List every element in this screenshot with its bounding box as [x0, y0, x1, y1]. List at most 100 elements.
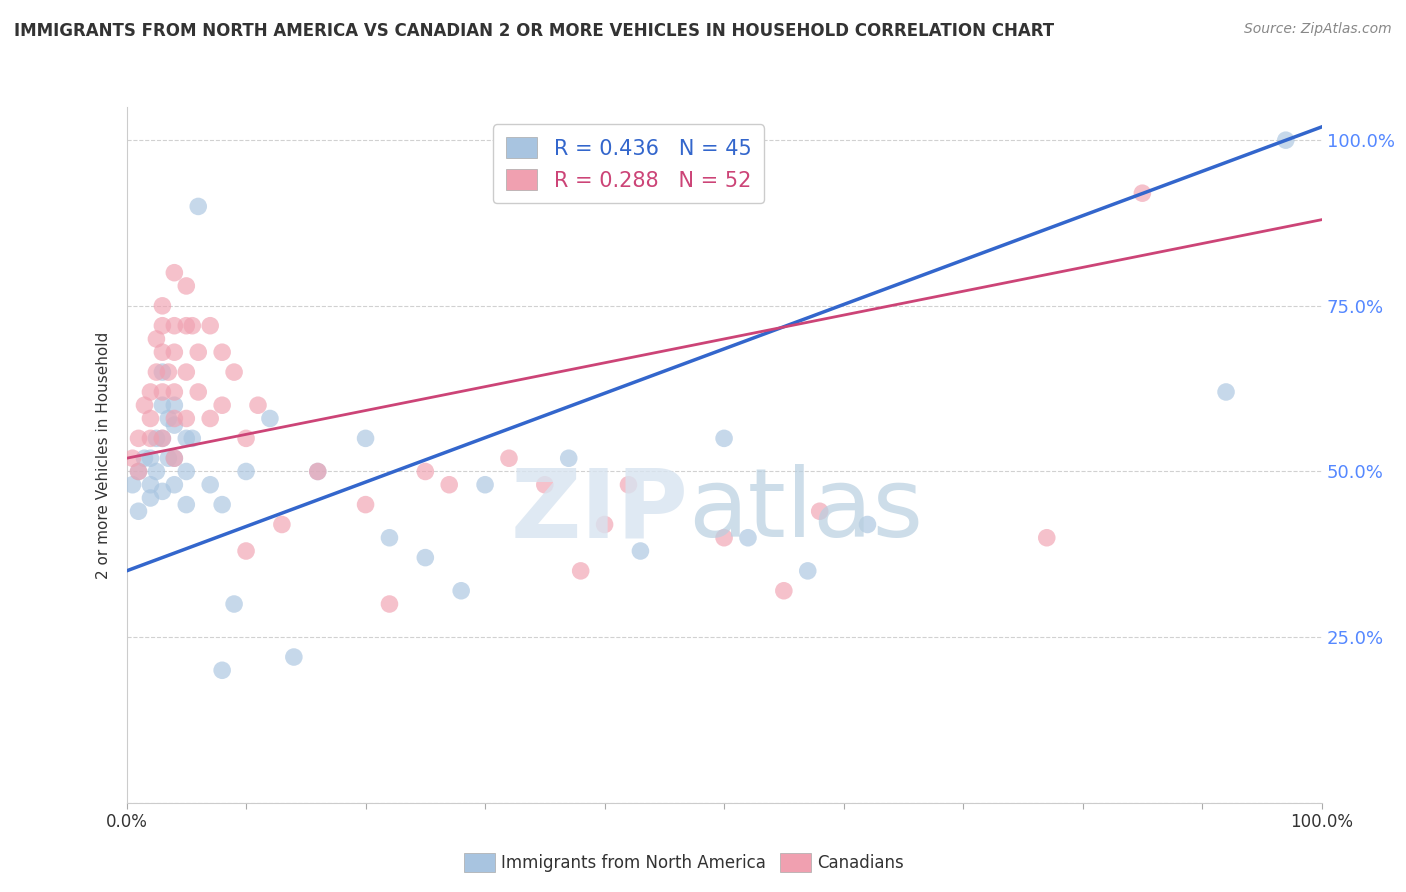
Point [163, 398, 186, 412]
Point [211, 663, 233, 677]
Point [150, 365, 174, 379]
Point [378, 531, 401, 545]
Point [211, 498, 233, 512]
Point [222, 597, 246, 611]
Text: Source: ZipAtlas.com: Source: ZipAtlas.com [1244, 22, 1392, 37]
Point [139, 477, 162, 491]
Point [157, 365, 180, 379]
Point [150, 484, 174, 499]
Point [378, 597, 401, 611]
Point [796, 564, 818, 578]
Point [174, 279, 197, 293]
Point [163, 451, 186, 466]
Point [354, 498, 377, 512]
Point [235, 544, 257, 558]
Point [200, 411, 222, 425]
Point [259, 411, 281, 425]
Point [307, 465, 329, 479]
Point [150, 345, 174, 359]
Point [856, 517, 879, 532]
Point [127, 504, 149, 518]
Point [163, 266, 186, 280]
Point [498, 451, 520, 466]
Point [628, 544, 651, 558]
Point [307, 465, 329, 479]
Point [569, 564, 592, 578]
Point [222, 365, 246, 379]
Point [163, 384, 186, 399]
Point [174, 465, 197, 479]
Point [174, 431, 197, 445]
Point [150, 431, 174, 445]
Point [450, 583, 472, 598]
Point [139, 384, 162, 399]
Point [150, 299, 174, 313]
Point [139, 411, 162, 425]
Point [474, 477, 496, 491]
Point [737, 531, 759, 545]
Point [1215, 384, 1237, 399]
Point [145, 465, 167, 479]
Y-axis label: 2 or more Vehicles in Household: 2 or more Vehicles in Household [96, 331, 111, 579]
Point [150, 398, 174, 412]
Text: Immigrants from North America: Immigrants from North America [501, 854, 765, 871]
Point [593, 517, 616, 532]
Point [557, 451, 581, 466]
Text: ZIP: ZIP [510, 464, 688, 558]
Point [211, 398, 233, 412]
Point [145, 365, 167, 379]
Point [1130, 186, 1153, 201]
Point [283, 650, 305, 665]
Point [163, 477, 186, 491]
Point [413, 465, 436, 479]
Point [121, 451, 143, 466]
Point [150, 384, 174, 399]
Text: IMMIGRANTS FROM NORTH AMERICA VS CANADIAN 2 OR MORE VEHICLES IN HOUSEHOLD CORREL: IMMIGRANTS FROM NORTH AMERICA VS CANADIA… [14, 22, 1054, 40]
Point [439, 477, 461, 491]
Point [163, 418, 186, 433]
Point [1274, 133, 1296, 147]
Point [145, 431, 167, 445]
Point [134, 451, 156, 466]
Point [174, 498, 197, 512]
Point [134, 398, 156, 412]
Point [157, 451, 180, 466]
Point [127, 465, 149, 479]
Point [163, 451, 186, 466]
Point [187, 345, 209, 359]
Point [121, 477, 143, 491]
Point [713, 531, 735, 545]
Point [235, 431, 257, 445]
Text: Canadians: Canadians [817, 854, 904, 871]
Legend: R = 0.436   N = 45, R = 0.288   N = 52: R = 0.436 N = 45, R = 0.288 N = 52 [494, 124, 763, 203]
Point [139, 451, 162, 466]
Point [773, 583, 796, 598]
Point [187, 384, 209, 399]
Point [235, 465, 257, 479]
Point [533, 477, 555, 491]
Point [163, 318, 186, 333]
Point [247, 398, 270, 412]
Point [139, 431, 162, 445]
Point [617, 477, 640, 491]
Point [150, 431, 174, 445]
Point [174, 318, 197, 333]
Point [211, 345, 233, 359]
Point [163, 345, 186, 359]
Point [200, 318, 222, 333]
Point [150, 318, 174, 333]
Point [270, 517, 294, 532]
Point [127, 431, 149, 445]
Point [157, 411, 180, 425]
Point [174, 365, 197, 379]
Point [200, 477, 222, 491]
Point [181, 431, 204, 445]
Point [139, 491, 162, 505]
Point [145, 332, 167, 346]
Point [713, 431, 735, 445]
Text: atlas: atlas [688, 464, 924, 558]
Point [163, 411, 186, 425]
Point [127, 465, 149, 479]
Point [413, 550, 436, 565]
Point [1035, 531, 1059, 545]
